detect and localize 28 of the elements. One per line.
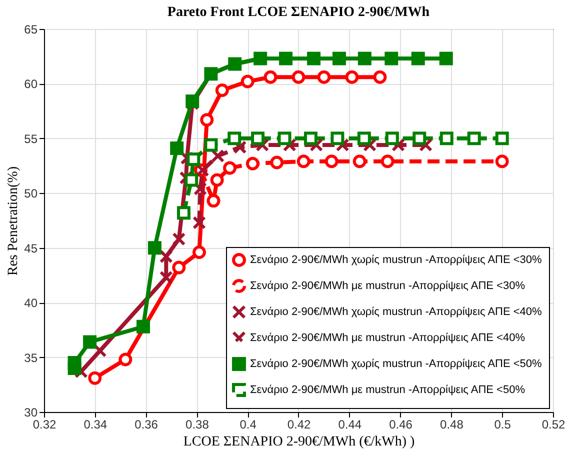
- x-tick-label: 0.52: [542, 418, 566, 432]
- y-tick-label: 65: [24, 22, 38, 36]
- legend-label: Σενάριο 2-90€/MWh με mustrun -Απορρίψεις ΑΠΕ <30%: [250, 280, 526, 292]
- y-tick-label: 45: [24, 241, 38, 256]
- y-tick-label: 40: [24, 296, 38, 310]
- x-tick-label: 0.48: [440, 418, 464, 432]
- x-axis-title: LCOE ΣΕΝΑΡΙΟ 2-90€/MWh (€/kWh) ): [183, 434, 415, 450]
- x-tick-label: 0.34: [84, 418, 108, 432]
- legend-label: Σενάριο 2-90€/MWh χωρίς mustrun -Απορρίψεις ΑΠΕ <30%: [250, 254, 542, 266]
- y-tick-label: 30: [24, 406, 38, 420]
- x-tick-label: 0.38: [186, 418, 210, 432]
- y-axis-title: Res Penetration(%): [6, 166, 22, 276]
- x-tick-label: 0.46: [389, 418, 413, 432]
- y-tick-label: 60: [24, 77, 38, 92]
- chart-title: Pareto Front LCOE ΣΕΝΑΡΙΟ 2-90€/MWh: [167, 5, 430, 20]
- y-tick-label: 50: [24, 186, 38, 201]
- x-tick-label: 0.5: [494, 418, 512, 432]
- legend-label: Σενάριο 2-90€/MWh χωρίς mustrun -Απορρίψεις ΑΠΕ <40%: [250, 306, 542, 318]
- x-tick-label: 0.36: [134, 418, 158, 432]
- legend-label: Σενάριο 2-90€/MWh χωρίς mustrun -Απορρίψεις ΑΠΕ <50%: [250, 358, 542, 370]
- x-tick-label: 0.42: [287, 418, 311, 432]
- legend-label: Σενάριο 2-90€/MWh με mustrun -Απορρίψεις ΑΠΕ <50%: [250, 384, 526, 396]
- y-tick-label: 55: [24, 132, 38, 146]
- x-tick-label: 0.32: [32, 418, 56, 432]
- y-tick-label: 35: [24, 350, 38, 365]
- legend-label: Σενάριο 2-90€/MWh με mustrun -Απορρίψεις ΑΠΕ <40%: [250, 332, 526, 344]
- x-tick-label: 0.4: [240, 418, 257, 432]
- x-tick-label: 0.44: [338, 418, 362, 432]
